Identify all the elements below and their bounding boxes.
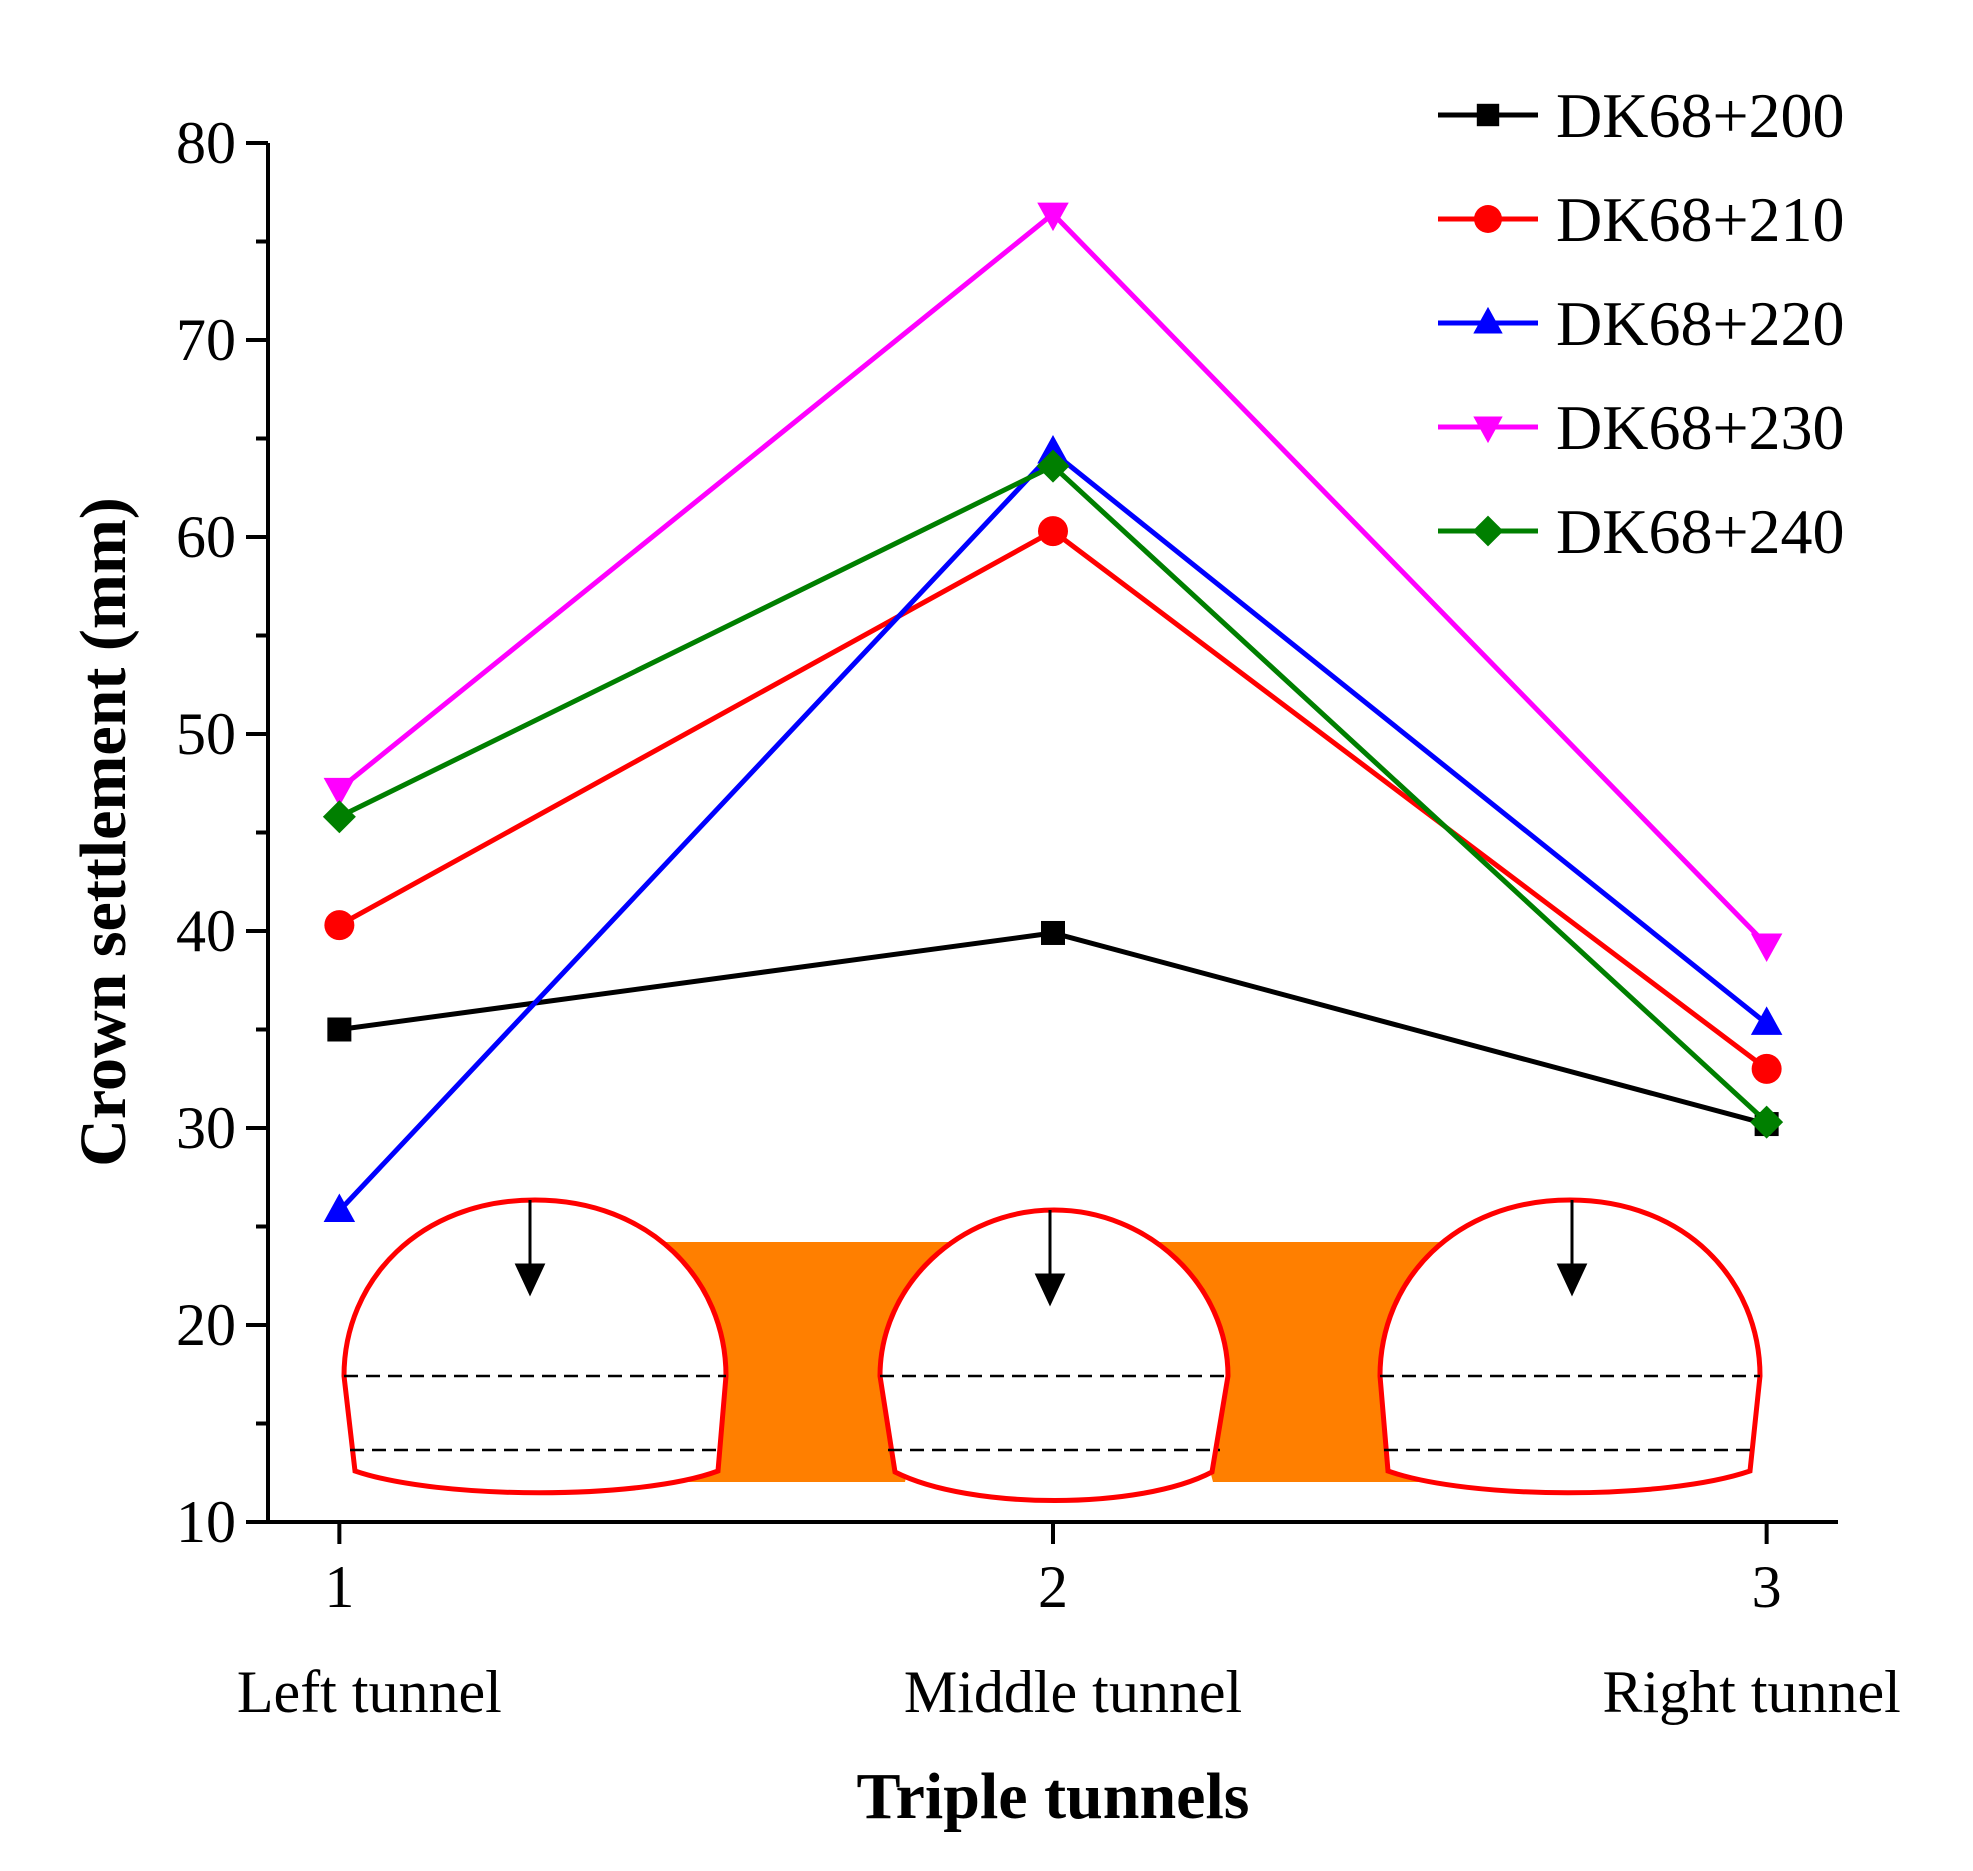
right-pillar xyxy=(1150,1242,1455,1482)
x-ticks: 1 Left tunnel 2 Middle tunnel 3 Right tunnel xyxy=(237,1522,1901,1725)
data-point-diamond xyxy=(1750,1105,1784,1139)
data-point-diamond xyxy=(1472,515,1504,547)
legend-label: DK68+200 xyxy=(1556,80,1845,151)
data-point-circle xyxy=(324,910,355,941)
legend: DK68+200 DK68+210 DK68+220 DK68+230 DK68+240 xyxy=(1438,80,1845,567)
data-point-triangle-down xyxy=(1473,416,1503,444)
series-line xyxy=(339,930,1768,1127)
legend-item: DK68+210 xyxy=(1438,184,1845,255)
data-point-diamond xyxy=(322,800,356,834)
left-tunnel-outline xyxy=(341,1197,729,1496)
data-point-diamond xyxy=(1036,449,1070,483)
y-tick-label: 30 xyxy=(176,1095,236,1161)
data-point-square xyxy=(1041,920,1065,945)
y-tick-label: 80 xyxy=(176,110,236,176)
legend-label: DK68+240 xyxy=(1556,496,1845,567)
legend-label: DK68+210 xyxy=(1556,184,1845,255)
legend-item: DK68+240 xyxy=(1438,496,1845,567)
y-tick-label: 20 xyxy=(176,1292,236,1358)
data-point-square xyxy=(1476,103,1500,127)
legend-item: DK68+230 xyxy=(1438,392,1845,463)
data-point-triangle-up xyxy=(1037,435,1069,464)
middle-tunnel-outline xyxy=(877,1207,1231,1503)
y-tick-label: 70 xyxy=(176,307,236,373)
right-tunnel-outline xyxy=(1377,1197,1763,1496)
x-category-label: Middle tunnel xyxy=(904,1659,1242,1725)
series-dk68-240 xyxy=(322,449,1784,1139)
y-ticks: 10 20 30 40 50 60 70 80 xyxy=(176,110,268,1555)
series-line xyxy=(338,528,1769,1071)
series-line xyxy=(337,448,1769,1213)
y-tick-label: 40 xyxy=(176,898,236,964)
x-tick-label: 2 xyxy=(1038,1554,1068,1620)
data-point-triangle-up xyxy=(1473,306,1503,334)
series-layer xyxy=(322,202,1784,1222)
y-tick-label: 10 xyxy=(176,1489,236,1555)
bench-lines xyxy=(344,1374,1760,1452)
series-line xyxy=(337,210,1769,947)
x-tick-label: 1 xyxy=(324,1554,354,1620)
x-axis-title: Triple tunnels xyxy=(856,1760,1249,1833)
x-category-label: Left tunnel xyxy=(237,1659,502,1725)
y-tick-label: 60 xyxy=(176,504,236,570)
data-point-circle xyxy=(1751,1053,1782,1084)
tunnel-cross-section-diagram xyxy=(341,1197,1763,1503)
data-point-triangle-up xyxy=(323,1193,356,1222)
data-point-triangle-up xyxy=(1750,1006,1783,1035)
series-dk68-210 xyxy=(324,516,1782,1084)
x-tick-label: 3 xyxy=(1752,1554,1782,1620)
legend-label: DK68+220 xyxy=(1556,288,1845,359)
data-point-circle xyxy=(1038,516,1068,547)
legend-label: DK68+230 xyxy=(1556,392,1845,463)
legend-item: DK68+200 xyxy=(1438,80,1845,151)
data-point-triangle-down xyxy=(323,777,356,807)
data-point-circle xyxy=(1474,205,1502,233)
x-category-label: Right tunnel xyxy=(1602,1659,1900,1725)
series-line xyxy=(338,463,1769,1124)
settlement-arrows xyxy=(514,1200,1588,1307)
y-tick-label: 50 xyxy=(176,701,236,767)
legend-item: DK68+220 xyxy=(1438,288,1845,359)
data-point-triangle-down xyxy=(1750,933,1783,963)
y-axis-title: Crown settlement (mm) xyxy=(67,497,140,1167)
data-point-triangle-down xyxy=(1037,202,1069,232)
series-dk68-200 xyxy=(327,920,1779,1137)
data-point-square xyxy=(327,1017,352,1042)
series-dk68-230 xyxy=(323,202,1783,963)
